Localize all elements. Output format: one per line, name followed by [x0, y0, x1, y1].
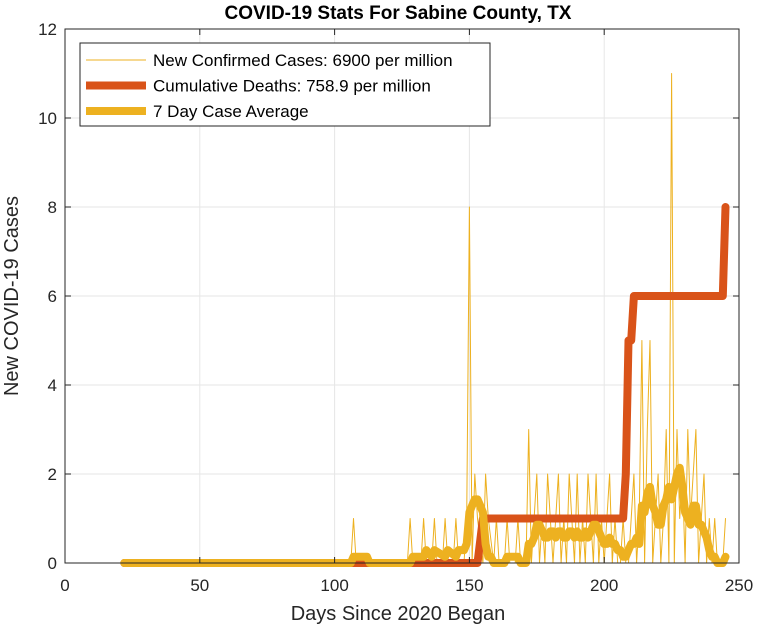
y-tick-label: 0: [48, 554, 57, 573]
legend-entry-label: 7 Day Case Average: [153, 102, 309, 121]
x-tick-label: 100: [320, 576, 348, 595]
legend-entry-label: New Confirmed Cases: 6900 per million: [153, 51, 453, 70]
y-tick-label: 10: [38, 109, 57, 128]
y-tick-label: 12: [38, 20, 57, 39]
x-tick-label: 150: [455, 576, 483, 595]
series-7day-average: [120, 463, 730, 567]
axis-ticks: 0 50 100 150 200 250 0 2 4 6 8 10 12: [38, 20, 753, 595]
series-cumulative-deaths: [120, 203, 730, 567]
y-axis-label: New COVID-19 Cases: [1, 196, 23, 396]
x-axis-label: Days Since 2020 Began: [291, 603, 506, 625]
legend-entry-label: Cumulative Deaths: 758.9 per million: [153, 77, 431, 96]
y-tick-label: 8: [48, 198, 57, 217]
chart-title: COVID-19 Stats For Sabine County, TX: [225, 3, 572, 24]
legend-box: [79, 42, 491, 127]
x-tick-label: 250: [725, 576, 753, 595]
x-tick-label: 200: [590, 576, 618, 595]
y-tick-label: 2: [48, 465, 57, 484]
legend: New Confirmed Cases: 6900 per million Cum…: [79, 42, 491, 127]
y-tick-label: 6: [48, 287, 57, 306]
y-tick-label: 4: [48, 376, 57, 395]
x-tick-label: 0: [60, 576, 69, 595]
x-tick-label: 50: [190, 576, 209, 595]
